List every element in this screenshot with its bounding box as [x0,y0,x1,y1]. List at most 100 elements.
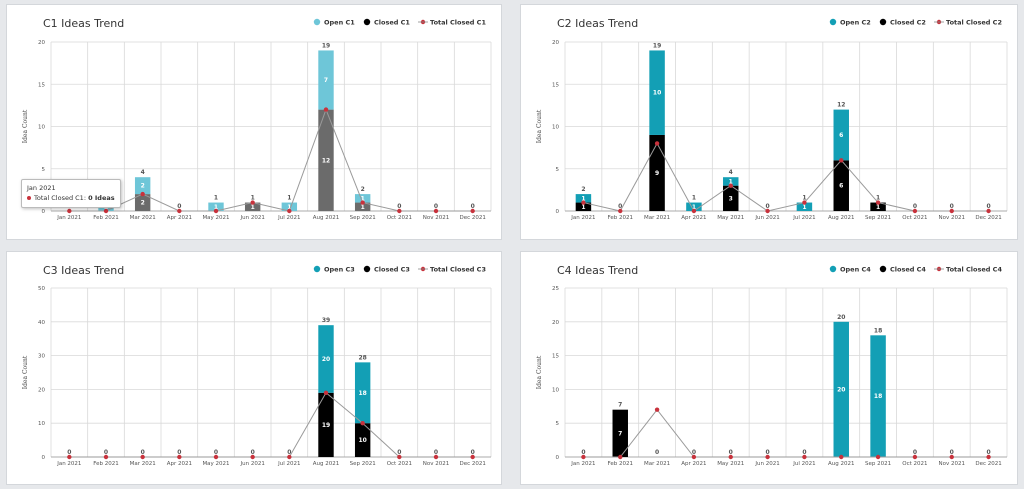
total-closed-point[interactable] [103,208,109,214]
bar-open[interactable] [575,194,592,203]
total-closed-point[interactable] [581,200,586,205]
total-closed-point[interactable] [912,208,918,214]
total-closed-point[interactable] [839,454,844,460]
total-closed-point[interactable] [875,200,881,205]
bar-closed[interactable] [318,392,334,457]
bar-closed[interactable] [575,202,592,211]
bar-closed[interactable] [354,202,371,211]
total-closed-point[interactable] [470,208,475,214]
total-closed-point[interactable] [839,158,844,163]
total-closed-point[interactable] [618,208,623,214]
total-closed-point[interactable] [213,208,219,214]
bar-closed[interactable] [244,202,261,211]
total-closed-point[interactable] [765,208,770,214]
total-closed-point[interactable] [360,421,365,426]
total-closed-point[interactable] [250,200,255,205]
bar-closed[interactable] [318,109,334,211]
legend-item[interactable]: Total Closed C3 [418,266,486,274]
total-closed-point[interactable] [140,454,145,460]
bar-open[interactable] [354,362,371,424]
total-closed-point[interactable] [323,107,329,112]
total-closed-point[interactable] [875,454,881,460]
total-closed-point[interactable] [728,183,733,188]
y-tick-label: 30 [38,354,45,360]
bar-total-label: 2 [361,186,365,193]
total-closed-point[interactable] [802,454,807,460]
total-closed-point[interactable] [103,454,109,460]
total-closed-point[interactable] [986,454,991,460]
total-closed-point[interactable] [397,454,402,460]
legend-item[interactable]: Total Closed C1 [418,19,486,27]
total-closed-point[interactable] [250,454,255,460]
total-closed-point[interactable] [67,208,72,214]
x-tick-label: Jul 2021 [792,215,815,221]
total-closed-point[interactable] [177,208,182,214]
bar-closed[interactable] [870,202,886,211]
x-tick-label: Feb 2021 [608,215,633,221]
total-closed-point[interactable] [949,208,954,214]
bar-open[interactable] [208,202,224,211]
total-closed-point[interactable] [581,454,586,460]
total-closed-point[interactable] [213,454,219,460]
total-closed-point[interactable] [912,454,918,460]
bar-closed[interactable] [612,409,628,457]
total-closed-point[interactable] [765,454,770,460]
total-closed-point[interactable] [360,200,365,205]
total-closed-point[interactable] [949,454,954,460]
bar-closed[interactable] [723,185,739,211]
legend-item[interactable]: Total Closed C4 [934,266,1002,274]
legend-item[interactable]: Open C2 [829,19,871,27]
total-closed-point[interactable] [433,208,439,214]
legend-item[interactable]: Closed C3 [363,266,410,274]
bar-open-label: 20 [322,356,330,363]
total-closed-point[interactable] [986,208,991,214]
total-closed-point[interactable] [287,208,292,214]
total-closed-point[interactable] [802,200,807,205]
legend-item[interactable]: Closed C4 [879,266,927,274]
total-closed-point[interactable] [140,191,145,197]
bar-open[interactable] [281,202,298,211]
legend-item[interactable]: Open C1 [313,19,355,27]
total-closed-point[interactable] [397,208,402,214]
bar-open[interactable] [318,50,334,110]
total-closed-point[interactable] [618,454,623,460]
legend-item[interactable]: Open C4 [829,266,871,274]
chart-svg: C3 Ideas Trend Open C3 Closed C3 Total Clos… [22,264,492,467]
total-closed-point[interactable] [67,454,72,460]
total-closed-point[interactable] [728,454,733,460]
bar-total-label: 0 [177,203,181,210]
legend-item[interactable]: Closed C2 [879,19,926,27]
x-tick-label: Aug 2021 [313,215,340,221]
bar-open[interactable] [354,194,371,203]
total-closed-point[interactable] [177,454,182,460]
x-tick-label: Dec 2021 [459,461,485,467]
total-closed-point[interactable] [323,390,329,395]
y-tick-label: 20 [552,40,559,46]
bar-closed[interactable] [833,160,849,211]
total-closed-point[interactable] [287,454,292,460]
total-closed-point[interactable] [691,454,697,460]
total-closed-point[interactable] [691,208,697,214]
total-closed-point[interactable] [470,454,475,460]
bar-closed[interactable] [134,194,151,211]
bar-open[interactable] [134,177,151,195]
bar-open[interactable] [723,177,739,186]
total-closed-point[interactable] [654,141,660,146]
x-tick-label: Sep 2021 [350,461,376,467]
bar-open[interactable] [686,202,702,211]
bar-closed[interactable] [354,423,371,457]
x-tick-label: Apr 2021 [167,215,192,221]
bar-open[interactable] [833,109,849,161]
legend-item[interactable]: Open C3 [313,266,355,274]
bar-open[interactable] [796,202,813,211]
x-tick-label: Jan 2021 [570,461,595,467]
bar-open[interactable] [649,50,665,135]
bar-open[interactable] [833,321,849,457]
total-closed-point[interactable] [433,454,439,460]
legend-item[interactable]: Total Closed C2 [934,19,1002,27]
bar-open[interactable] [870,335,886,457]
bar-closed[interactable] [649,134,665,211]
total-closed-point[interactable] [654,407,660,412]
legend-item[interactable]: Closed C1 [363,19,411,27]
bar-open[interactable] [318,325,334,393]
